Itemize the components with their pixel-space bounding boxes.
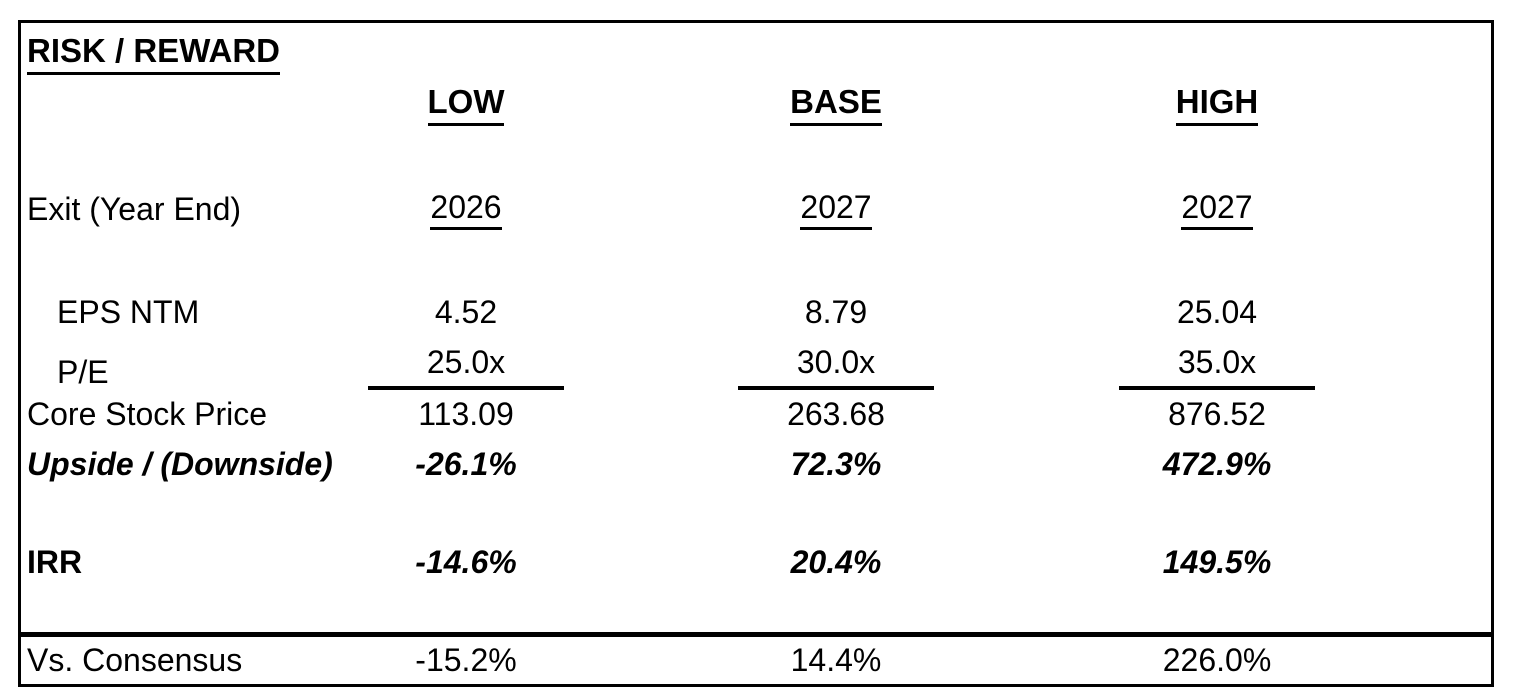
table-title-row: RISK / REWARD bbox=[21, 23, 1491, 75]
exit-high-cell: 2027 bbox=[1021, 190, 1413, 230]
row-label-pe: P/E bbox=[57, 353, 109, 390]
row-label-irr: IRR bbox=[27, 544, 83, 581]
column-header-high-label: HIGH bbox=[1175, 84, 1259, 126]
spacer bbox=[21, 235, 1491, 288]
exit-low-value: 2026 bbox=[430, 190, 502, 230]
upside-high-value: 472.9% bbox=[1162, 446, 1272, 483]
eps-low-value: 4.52 bbox=[434, 294, 498, 331]
pe-base-cell: 30.0x bbox=[651, 344, 1021, 390]
row-label-upside: Upside / (Downside) bbox=[27, 446, 333, 483]
column-header-row: LOW BASE HIGH bbox=[21, 75, 1491, 135]
table-title: RISK / REWARD bbox=[27, 32, 281, 75]
irr-base-value: 20.4% bbox=[790, 544, 882, 581]
column-header-high: HIGH bbox=[1021, 84, 1413, 126]
exit-base-value: 2027 bbox=[800, 190, 872, 230]
spacer bbox=[21, 588, 1491, 632]
row-label-consensus: Vs. Consensus bbox=[27, 641, 243, 678]
row-eps-ntm: EPS NTM 4.52 8.79 25.04 bbox=[21, 288, 1491, 338]
row-upside-downside: Upside / (Downside) -26.1% 72.3% 472.9% bbox=[21, 440, 1491, 490]
exit-high-value: 2027 bbox=[1181, 190, 1253, 230]
exit-low-cell: 2026 bbox=[281, 190, 651, 230]
column-header-low-label: LOW bbox=[427, 84, 505, 126]
eps-high-value: 25.04 bbox=[1176, 294, 1258, 331]
row-exit-year-end: Exit (Year End) 2026 2027 2027 bbox=[21, 185, 1491, 235]
pe-high-value: 35.0x bbox=[1119, 344, 1315, 390]
upside-base-value: 72.3% bbox=[790, 446, 882, 483]
irr-high-value: 149.5% bbox=[1162, 544, 1272, 581]
spacer bbox=[21, 490, 1491, 538]
consensus-high-value: 226.0% bbox=[1162, 641, 1272, 678]
row-pe: P/E 25.0x 30.0x 35.0x bbox=[21, 338, 1491, 390]
exit-base-cell: 2027 bbox=[651, 190, 1021, 230]
eps-base-value: 8.79 bbox=[804, 294, 868, 331]
row-label-exit: Exit (Year End) bbox=[27, 191, 242, 228]
pe-high-cell: 35.0x bbox=[1021, 344, 1413, 390]
consensus-base-value: 14.4% bbox=[790, 641, 882, 678]
price-high-value: 876.52 bbox=[1168, 396, 1266, 433]
price-base-value: 263.68 bbox=[787, 396, 885, 433]
row-irr: IRR -14.6% 20.4% 149.5% bbox=[21, 538, 1491, 588]
pe-low-cell: 25.0x bbox=[281, 344, 651, 390]
row-label-price: Core Stock Price bbox=[27, 396, 268, 433]
consensus-low-value: -15.2% bbox=[415, 641, 517, 678]
column-header-low: LOW bbox=[281, 84, 651, 126]
upside-low-value: -26.1% bbox=[415, 446, 517, 483]
column-header-base-label: BASE bbox=[790, 84, 882, 126]
price-low-value: 113.09 bbox=[418, 396, 514, 433]
spacer bbox=[21, 135, 1491, 185]
column-header-base: BASE bbox=[651, 84, 1021, 126]
row-vs-consensus: Vs. Consensus -15.2% 14.4% 226.0% bbox=[21, 632, 1491, 684]
pe-base-value: 30.0x bbox=[738, 344, 934, 390]
pe-low-value: 25.0x bbox=[368, 344, 564, 390]
row-core-stock-price: Core Stock Price 113.09 263.68 876.52 bbox=[21, 390, 1491, 440]
row-label-eps: EPS NTM bbox=[57, 294, 200, 331]
irr-low-value: -14.6% bbox=[415, 544, 517, 581]
risk-reward-table: RISK / REWARD LOW BASE HIGH Exit (Year E… bbox=[18, 20, 1494, 687]
